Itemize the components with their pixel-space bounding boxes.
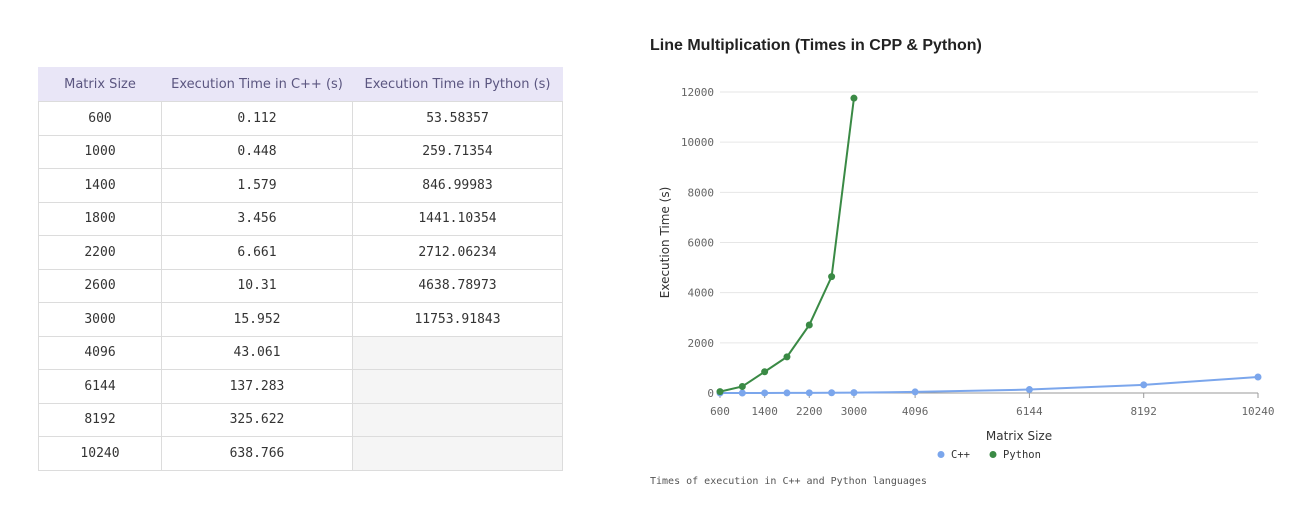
table-cell: 0.112 [161, 101, 353, 136]
column-header-cpp-time[interactable]: Execution Time in C++ (s) [161, 67, 353, 102]
table-cell: 6.661 [161, 235, 353, 270]
table-cell: 1.579 [161, 168, 353, 203]
y-tick-label: 10000 [681, 136, 714, 149]
data-point-python[interactable] [850, 94, 858, 102]
x-tick-label: 1400 [751, 405, 778, 418]
table-cell: 846.99983 [352, 168, 563, 203]
table-cell: 15.952 [161, 302, 353, 337]
x-tick-label: 10240 [1241, 405, 1274, 418]
legend-marker[interactable] [989, 451, 997, 458]
table-row: 1000 0.448 259.71354 [38, 134, 563, 169]
table-cell: 0.448 [161, 134, 353, 169]
table-header-row: Matrix Size Execution Time in C++ (s) Ex… [38, 67, 563, 102]
x-tick-label: 3000 [841, 405, 868, 418]
y-tick-label: 0 [707, 387, 714, 400]
table-row: 4096 43.061 [38, 335, 563, 370]
table-cell: 638.766 [161, 436, 353, 471]
table-cell: 10.31 [161, 268, 353, 303]
table-row: 8192 325.622 [38, 402, 563, 437]
table-cell [352, 335, 563, 370]
column-header-python-time[interactable]: Execution Time in Python (s) [352, 67, 563, 102]
table-cell: 10240 [38, 436, 162, 471]
line-chart: 0 2000 4000 6000 8000 10000 12000 600 1400 2200 30… [658, 86, 1275, 461]
table-cell: 8192 [38, 402, 162, 437]
legend-marker[interactable] [937, 451, 945, 458]
x-axis-title: Matrix Size [986, 429, 1052, 443]
y-tick-label: 8000 [688, 186, 715, 199]
table-cell: 2712.06234 [352, 235, 563, 270]
data-point-c[interactable] [1254, 373, 1262, 381]
table-cell: 1800 [38, 201, 162, 236]
table-row: 3000 15.952 11753.91843 [38, 302, 563, 337]
y-tick-label: 4000 [688, 287, 715, 300]
table-cell: 4638.78973 [352, 268, 563, 303]
data-point-python[interactable] [828, 273, 836, 281]
data-point-c[interactable] [828, 389, 836, 397]
data-point-c[interactable] [911, 388, 919, 396]
table-row: 6144 137.283 [38, 369, 563, 404]
data-point-python[interactable] [716, 388, 724, 396]
table-cell: 325.622 [161, 402, 353, 437]
data-point-python[interactable] [783, 353, 791, 361]
chart-caption: Times of execution in C++ and Python lan… [650, 476, 927, 487]
y-tick-label: 12000 [681, 86, 714, 99]
table-cell: 3000 [38, 302, 162, 337]
data-point-c[interactable] [850, 389, 858, 397]
y-tick-label: 2000 [688, 337, 715, 350]
chart-title: Line Multiplication (Times in CPP & Pyth… [650, 37, 982, 54]
data-point-c[interactable] [761, 389, 769, 397]
series-line-c [719, 375, 1259, 394]
x-tick-label: 4096 [902, 405, 929, 418]
table-row: 600 0.112 53.58357 [38, 101, 563, 136]
data-point-c[interactable] [1140, 381, 1148, 389]
table-cell [352, 436, 563, 471]
x-tick-label: 2200 [796, 405, 823, 418]
table-body: 600 0.112 53.58357 1000 0.448 259.71354 1400 1.… [38, 101, 563, 471]
x-tick-label: 8192 [1130, 405, 1157, 418]
table-cell [352, 402, 563, 437]
data-point-python[interactable] [805, 321, 813, 329]
column-header-matrix-size[interactable]: Matrix Size [38, 67, 162, 102]
table-row: 1400 1.579 846.99983 [38, 168, 563, 203]
data-point-c[interactable] [783, 389, 791, 397]
table-cell: 1441.10354 [352, 201, 563, 236]
legend-label[interactable]: Python [1003, 449, 1041, 461]
table-cell: 6144 [38, 369, 162, 404]
table-cell: 2200 [38, 235, 162, 270]
table-cell [352, 369, 563, 404]
table-row: 10240 638.766 [38, 436, 563, 471]
data-point-c[interactable] [805, 389, 813, 397]
data-point-python[interactable] [761, 368, 769, 376]
data-point-python[interactable] [738, 382, 746, 390]
x-tick-label: 6144 [1016, 405, 1043, 418]
data-point-c[interactable] [1025, 386, 1033, 394]
table-cell: 4096 [38, 335, 162, 370]
table-cell: 600 [38, 101, 162, 136]
table-cell: 53.58357 [352, 101, 563, 136]
table-cell: 259.71354 [352, 134, 563, 169]
table-cell: 1400 [38, 168, 162, 203]
table-cell: 11753.91843 [352, 302, 563, 337]
data-point-c[interactable] [738, 389, 746, 397]
table-row: 2600 10.31 4638.78973 [38, 268, 563, 303]
table-cell: 137.283 [161, 369, 353, 404]
data-table: Matrix Size Execution Time in C++ (s) Ex… [38, 67, 563, 471]
x-tick-label: 600 [710, 405, 730, 418]
table-cell: 1000 [38, 134, 162, 169]
y-tick-label: 6000 [688, 237, 715, 250]
table-cell: 43.061 [161, 335, 353, 370]
table-cell: 3.456 [161, 201, 353, 236]
legend-label[interactable]: C++ [951, 449, 970, 461]
table-row: 2200 6.661 2712.06234 [38, 235, 563, 270]
y-axis-title: Execution Time (s) [658, 187, 672, 299]
data-table-container: Matrix Size Execution Time in C++ (s) Ex… [38, 67, 563, 471]
table-row: 1800 3.456 1441.10354 [38, 201, 563, 236]
table-cell: 2600 [38, 268, 162, 303]
